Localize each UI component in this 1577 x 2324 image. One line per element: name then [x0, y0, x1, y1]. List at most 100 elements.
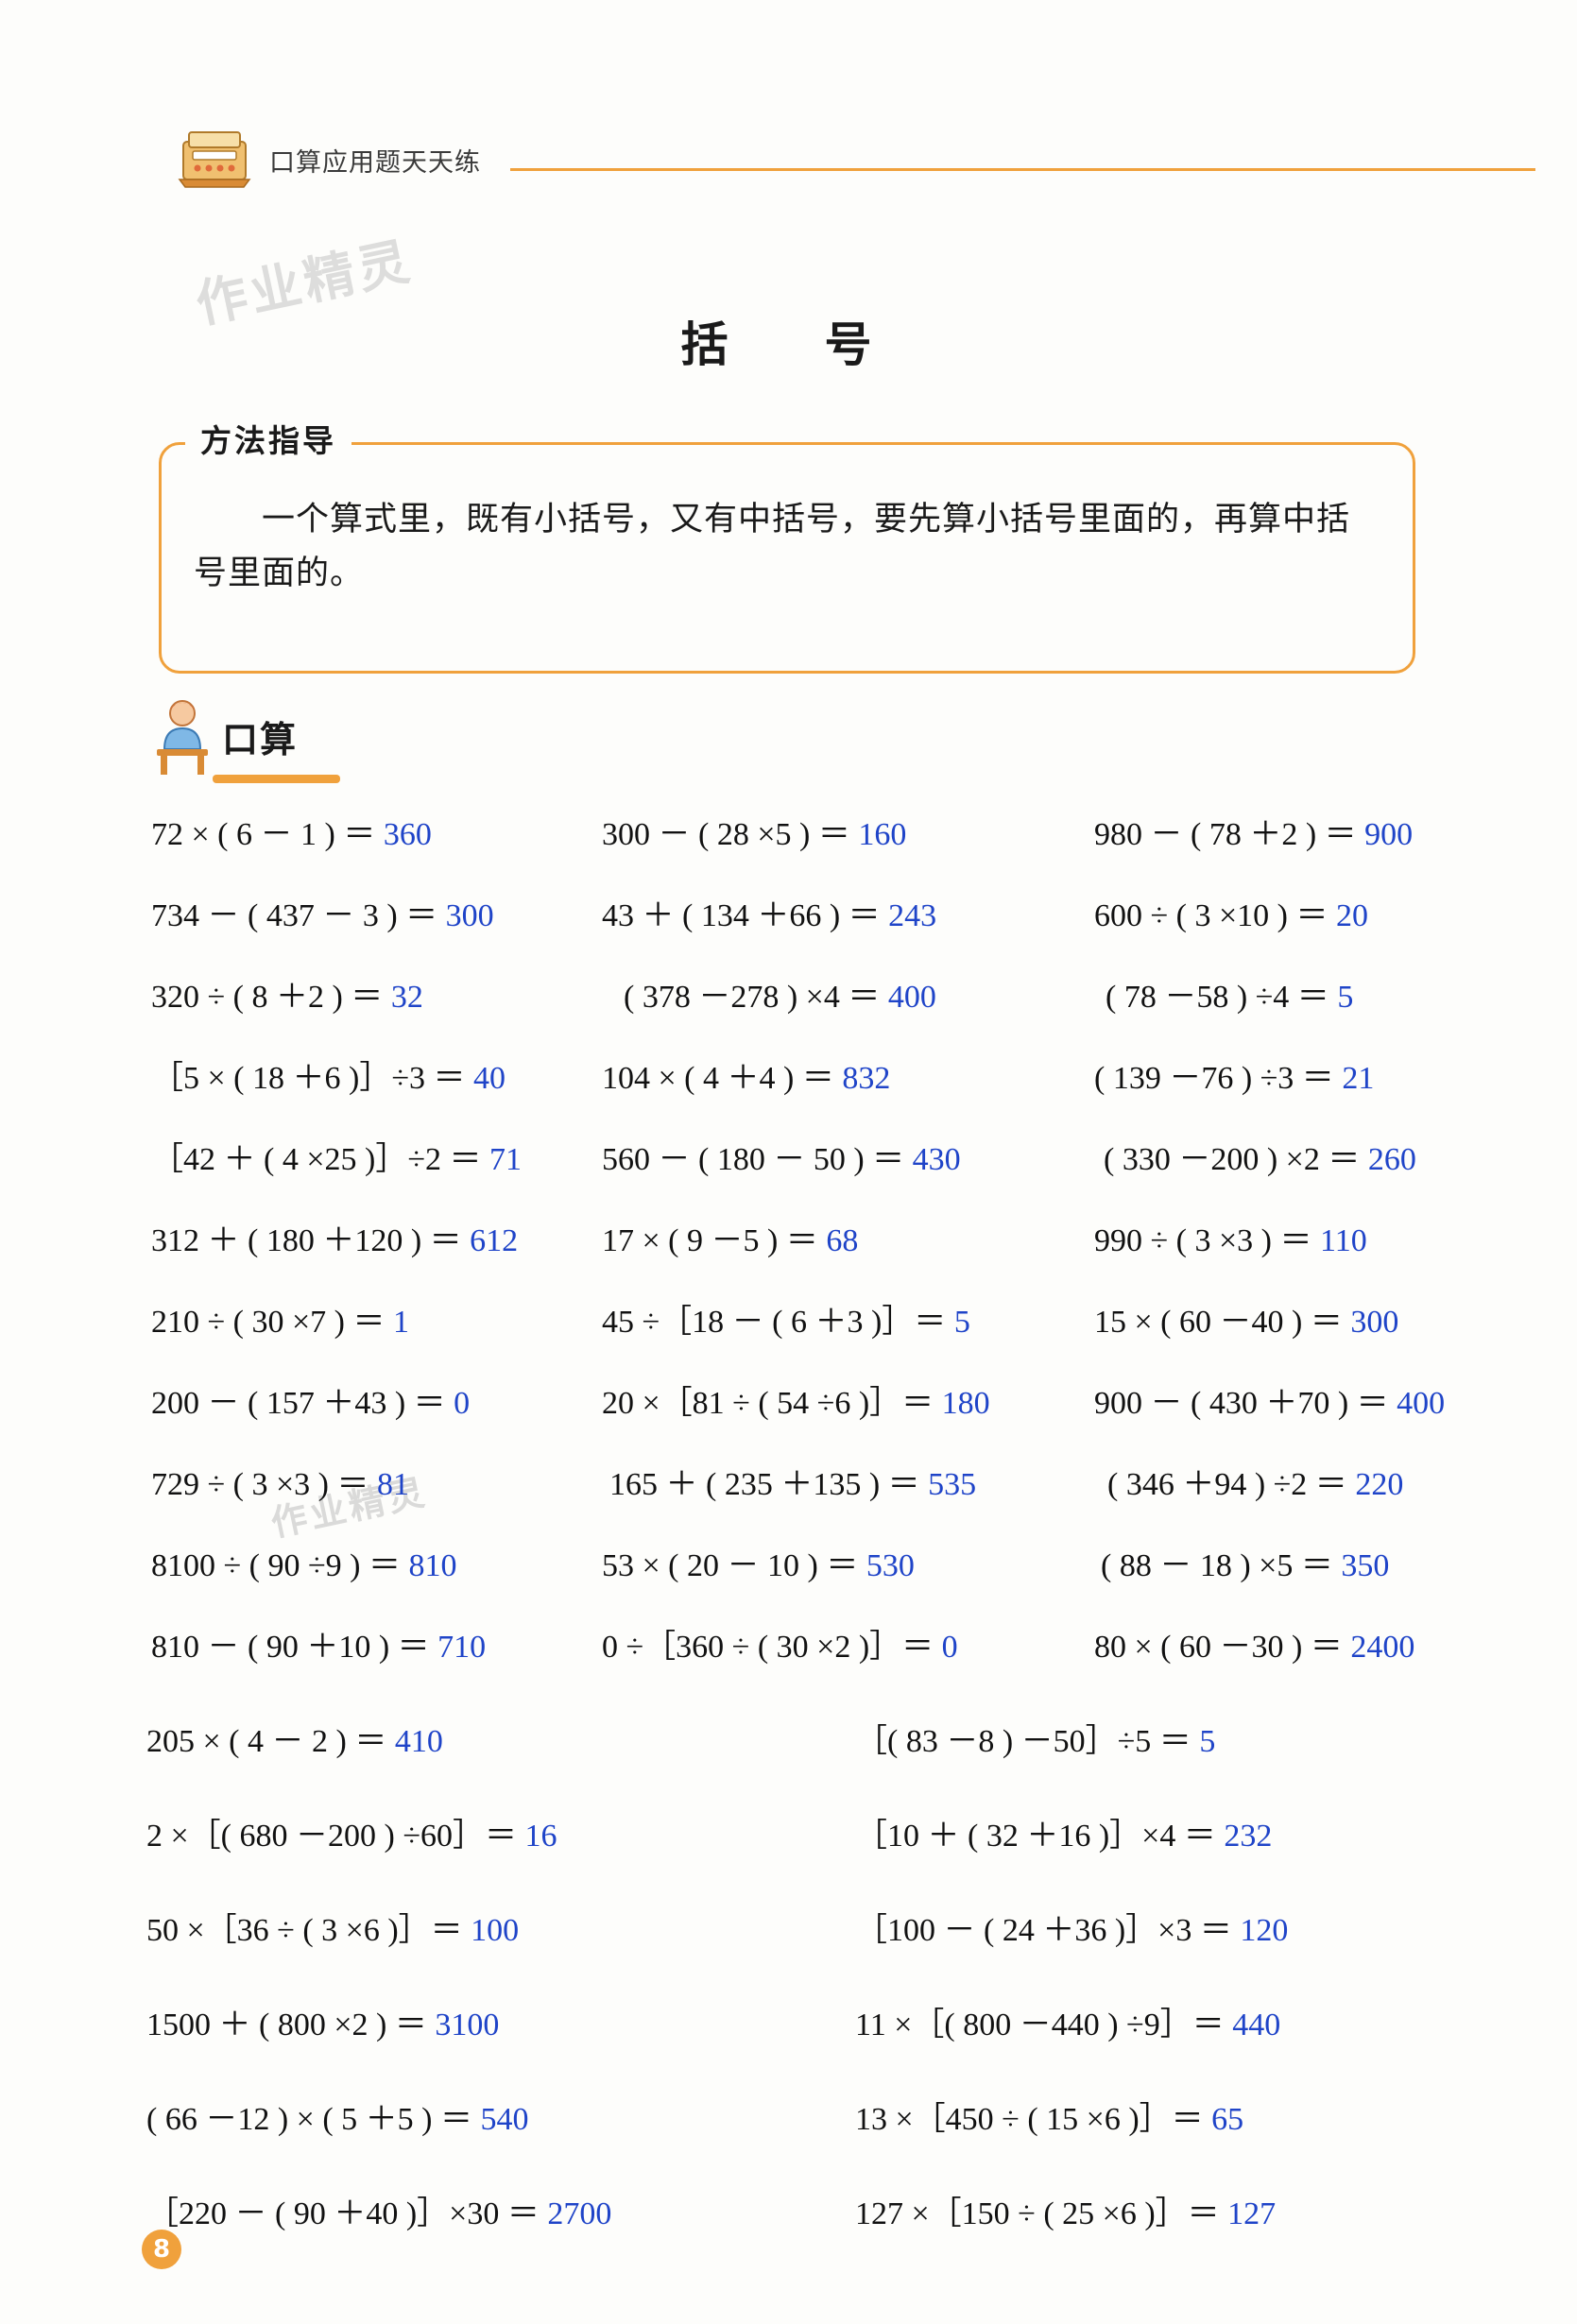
problem-answer: 32 [390, 980, 423, 1015]
problem-item: ［10 ＋ ( 32 ＋16 )］×4 ＝ 232 [855, 1809, 1272, 1855]
problem-answer: 612 [470, 1223, 519, 1258]
page-title: 括 号 [680, 317, 897, 372]
problem-expression: 8100 ÷ ( 90 ÷9 ) ＝ [151, 1548, 401, 1583]
problem-expression: 320 ÷ ( 8 ＋2 ) ＝ [151, 980, 384, 1015]
problem-item: ( 330 －200 ) ×2 ＝ 260 [1104, 1133, 1416, 1179]
problem-expression: ( 66 －12 ) × ( 5 ＋5 ) ＝ [146, 2102, 472, 2137]
problem-answer: 100 [471, 1913, 520, 1948]
problem-item: 600 ÷ ( 3 ×10 ) ＝ 20 [1094, 889, 1368, 935]
problem-item: 810 － ( 90 ＋10 ) ＝ 710 [151, 1620, 486, 1666]
problem-answer: 832 [842, 1061, 891, 1096]
problem-answer: 260 [1367, 1142, 1416, 1177]
problem-expression: 17 × ( 9 －5 ) ＝ [602, 1223, 818, 1258]
problem-item: 165 ＋ ( 235 ＋135 ) ＝ 535 [609, 1458, 976, 1504]
problem-expression: 13 ×［450 ÷ ( 15 ×6 )］＝ [855, 2102, 1204, 2137]
problem-answer: 81 [376, 1467, 409, 1502]
problem-item: ［5 × ( 18 ＋6 )］÷3 ＝ 40 [151, 1051, 506, 1098]
page-number: 8 [152, 2235, 171, 2264]
problem-answer: 300 [445, 898, 494, 933]
problem-item: 200 － ( 157 ＋43 ) ＝ 0 [151, 1376, 470, 1423]
problem-item: 11 ×［( 800 －440 ) ÷9］＝ 440 [855, 1998, 1280, 2044]
problem-item: 20 ×［81 ÷ ( 54 ÷6 )］＝ 180 [602, 1376, 990, 1423]
problem-item: 900 － ( 430 ＋70 ) ＝ 400 [1094, 1376, 1445, 1423]
problem-expression: 43 ＋ ( 134 ＋66 ) ＝ [602, 898, 881, 933]
problem-expression: 165 ＋ ( 235 ＋135 ) ＝ [609, 1467, 920, 1502]
problem-item: 80 × ( 60 －30 ) ＝ 2400 [1094, 1620, 1414, 1666]
problem-expression: 11 ×［( 800 －440 ) ÷9］＝ [855, 2008, 1225, 2042]
problem-item: 50 ×［36 ÷ ( 3 ×6 )］＝ 100 [146, 1904, 519, 1950]
problem-answer: 65 [1211, 2102, 1244, 2137]
problem-expression: 2 ×［( 680 －200 ) ÷60］＝ [146, 1819, 517, 1854]
problem-answer: 68 [826, 1223, 859, 1258]
problem-item: 980 － ( 78 ＋2 ) ＝ 900 [1094, 808, 1413, 854]
problem-item: 127 ×［150 ÷ ( 25 ×6 )］＝ 127 [855, 2187, 1276, 2233]
problem-expression: 600 ÷ ( 3 ×10 ) ＝ [1094, 898, 1328, 933]
problem-answer: 440 [1232, 2008, 1281, 2042]
problem-item: ( 88 － 18 ) ×5 ＝ 350 [1101, 1539, 1389, 1585]
problem-answer: 160 [858, 817, 907, 852]
problem-answer: 180 [941, 1386, 990, 1421]
section-title: 口算 [222, 719, 299, 760]
problem-expression: 990 ÷ ( 3 ×3 ) ＝ [1094, 1223, 1312, 1258]
problem-expression: ( 139 －76 ) ÷3 ＝ [1094, 1061, 1334, 1096]
problem-expression: ［( 83 －8 ) －50］÷5 ＝ [855, 1724, 1191, 1759]
problem-expression: ［5 × ( 18 ＋6 )］÷3 ＝ [151, 1061, 466, 1096]
problem-answer: 120 [1240, 1913, 1289, 1948]
problem-expression: 810 － ( 90 ＋10 ) ＝ [151, 1630, 430, 1665]
problem-expression: ( 330 －200 ) ×2 ＝ [1104, 1142, 1361, 1177]
problem-answer: 300 [1350, 1305, 1399, 1340]
problem-answer: 400 [887, 980, 936, 1015]
problem-item: ( 78 －58 ) ÷4 ＝ 5 [1106, 970, 1353, 1017]
problem-expression: ［10 ＋ ( 32 ＋16 )］×4 ＝ [855, 1819, 1216, 1854]
problem-expression: 45 ÷［18 － ( 6 ＋3 )］＝ [602, 1305, 947, 1340]
problem-item: 104 × ( 4 ＋4 ) ＝ 832 [602, 1051, 890, 1098]
problem-item: 210 ÷ ( 30 ×7 ) ＝ 1 [151, 1295, 409, 1341]
problem-answer: 810 [408, 1548, 457, 1583]
problem-answer: 21 [1342, 1061, 1375, 1096]
problem-item: 72 × ( 6 － 1 ) ＝ 360 [151, 808, 432, 854]
problem-expression: 900 － ( 430 ＋70 ) ＝ [1094, 1386, 1389, 1421]
problem-item: 560 － ( 180 － 50 ) ＝ 430 [602, 1133, 961, 1179]
problem-expression: 312 ＋ ( 180 ＋120 ) ＝ [151, 1223, 462, 1258]
problem-item: 2 ×［( 680 －200 ) ÷60］＝ 16 [146, 1809, 557, 1855]
problem-answer: 5 [1199, 1724, 1216, 1759]
problem-item: 17 × ( 9 －5 ) ＝ 68 [602, 1214, 858, 1260]
problem-item: 45 ÷［18 － ( 6 ＋3 )］＝ 5 [602, 1295, 970, 1341]
problem-answer: 1 [392, 1305, 409, 1340]
problem-expression: 205 × ( 4 － 2 ) ＝ [146, 1724, 387, 1759]
method-text: 一个算式里，既有小括号，又有中括号，要先算小括号里面的，再算中括号里面的。 [194, 501, 1351, 591]
problem-item: 205 × ( 4 － 2 ) ＝ 410 [146, 1715, 443, 1761]
problem-item: ［42 ＋ ( 4 ×25 )］÷2 ＝ 71 [151, 1133, 522, 1179]
problem-item: 53 × ( 20 － 10 ) ＝ 530 [602, 1539, 915, 1585]
problem-expression: 300 － ( 28 ×5 ) ＝ [602, 817, 850, 852]
problem-expression: ( 346 ＋94 ) ÷2 ＝ [1107, 1467, 1347, 1502]
problem-item: ［220 － ( 90 ＋40 )］×30 ＝ 2700 [146, 2187, 611, 2233]
problem-answer: 127 [1227, 2196, 1277, 2231]
problem-answer: 71 [489, 1142, 522, 1177]
calculator-icon [178, 131, 251, 188]
problem-item: 320 ÷ ( 8 ＋2 ) ＝ 32 [151, 970, 423, 1017]
header-rule [510, 168, 1535, 171]
problem-answer: 5 [1337, 980, 1354, 1015]
problem-answer: 3100 [435, 2008, 500, 2042]
problem-answer: 220 [1355, 1467, 1404, 1502]
problem-expression: 200 － ( 157 ＋43 ) ＝ [151, 1386, 446, 1421]
problem-answer: 5 [953, 1305, 970, 1340]
problem-answer: 20 [1335, 898, 1368, 933]
problem-expression: 50 ×［36 ÷ ( 3 ×6 )］＝ [146, 1913, 463, 1948]
problem-answer: 900 [1364, 817, 1414, 852]
problem-expression: 53 × ( 20 － 10 ) ＝ [602, 1548, 859, 1583]
problem-answer: 360 [383, 817, 432, 852]
problem-answer: 2700 [547, 2196, 612, 2231]
problem-expression: 734 － ( 437 － 3 ) ＝ [151, 898, 438, 933]
problem-item: 0 ÷［360 ÷ ( 30 ×2 )］＝ 0 [602, 1620, 958, 1666]
problem-expression: 80 × ( 60 －30 ) ＝ [1094, 1630, 1343, 1665]
problem-item: ( 139 －76 ) ÷3 ＝ 21 [1094, 1051, 1374, 1098]
page-header: 口算应用题天天练 [0, 57, 1577, 188]
section-underline [213, 775, 340, 783]
problem-answer: 400 [1397, 1386, 1446, 1421]
problem-answer: 243 [888, 898, 937, 933]
problem-expression: 127 ×［150 ÷ ( 25 ×6 )］＝ [855, 2196, 1220, 2231]
problem-item: 300 － ( 28 ×5 ) ＝ 160 [602, 808, 906, 854]
problem-item: 43 ＋ ( 134 ＋66 ) ＝ 243 [602, 889, 936, 935]
